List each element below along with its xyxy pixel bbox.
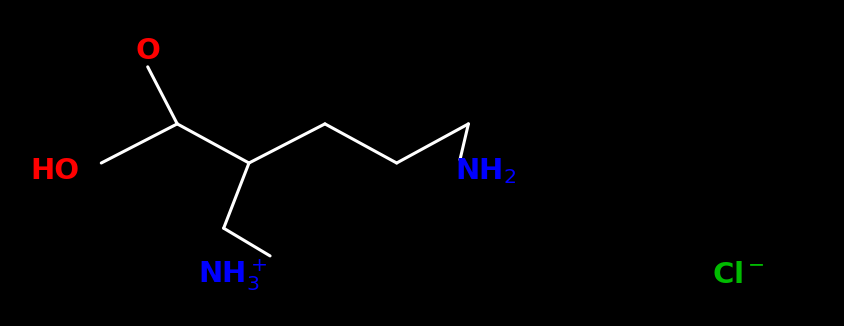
Text: NH$_2$: NH$_2$ <box>455 156 516 186</box>
Text: NH$_3^+$: NH$_3^+$ <box>197 258 267 293</box>
Text: Cl$^-$: Cl$^-$ <box>712 261 765 289</box>
Text: O: O <box>135 37 160 65</box>
Text: HO: HO <box>30 157 79 185</box>
